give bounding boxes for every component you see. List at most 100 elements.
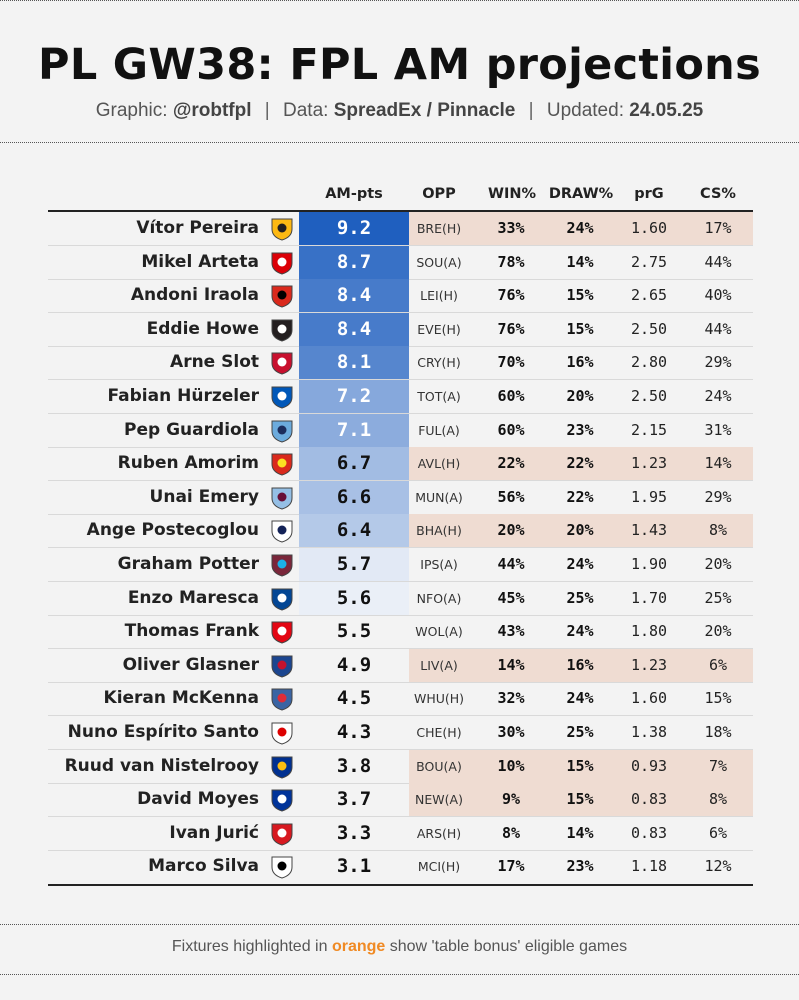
am-pts-fill xyxy=(299,245,409,279)
draw-pct: 23% xyxy=(566,420,594,439)
table-bonus-highlight xyxy=(409,749,753,783)
am-pts-value: 4.9 xyxy=(336,653,372,676)
opponent: LIV(A) xyxy=(420,657,458,673)
manager-name: Andoni Iraola xyxy=(130,285,259,306)
crystal-palace-badge-icon xyxy=(269,653,295,679)
prg-value: 1.95 xyxy=(630,487,668,506)
aston-villa-badge-icon xyxy=(269,485,295,511)
opponent: CRY(H) xyxy=(417,355,461,371)
col-header-opp: OPP xyxy=(422,186,456,202)
column-header-row: AM-pts OPP WIN% DRAW% prG CS% xyxy=(0,186,799,206)
updated-label: Updated: xyxy=(546,100,624,121)
draw-pct: 20% xyxy=(566,521,594,540)
table-row: Vítor Pereira 9.2 BRE(H) 33% 24% 1.60 17% xyxy=(48,212,753,246)
table-row: Unai Emery 6.6 MUN(A) 56% 22% 1.95 29% xyxy=(48,480,753,515)
cs-pct: 29% xyxy=(704,353,732,372)
draw-pct: 15% xyxy=(566,790,594,809)
prg-value: 1.43 xyxy=(630,521,668,540)
manager-name: Oliver Glasner xyxy=(122,654,259,675)
win-pct: 32% xyxy=(497,689,525,708)
am-pts-fill xyxy=(299,413,409,447)
table-row: Pep Guardiola 7.1 FUL(A) 60% 23% 2.15 31% xyxy=(48,413,753,448)
arsenal-badge-icon xyxy=(269,250,295,276)
win-pct: 17% xyxy=(497,857,525,876)
cs-pct: 8% xyxy=(708,790,728,809)
leicester-badge-icon xyxy=(269,754,295,780)
cs-pct: 24% xyxy=(704,387,732,405)
draw-pct: 24% xyxy=(566,622,594,641)
table-row: Ruud van Nistelrooy 3.8 BOU(A) 10% 15% 0.93 7% xyxy=(48,749,753,784)
ipswich-badge-icon xyxy=(269,686,295,712)
data-value: SpreadEx / Pinnacle xyxy=(333,100,516,121)
bottom-border xyxy=(0,974,799,975)
opponent: MCI(H) xyxy=(417,859,461,875)
wolves-badge-icon xyxy=(269,216,295,242)
am-pts-fill xyxy=(299,480,409,514)
cs-pct: 20% xyxy=(704,622,732,641)
page-title: PL GW38: FPL AM projections xyxy=(38,40,761,90)
cs-pct: 25% xyxy=(704,588,732,607)
subtitle: Graphic: @robtfpl | Data: SpreadEx / Pin… xyxy=(0,100,799,122)
win-pct: 10% xyxy=(497,756,525,775)
win-pct: 45% xyxy=(497,588,525,607)
prg-value: 1.70 xyxy=(630,588,668,607)
win-pct: 60% xyxy=(497,387,525,405)
win-pct: 14% xyxy=(497,655,525,674)
am-pts-fill xyxy=(299,447,409,481)
am-pts-fill xyxy=(299,514,409,548)
manager-name: Ange Postecoglou xyxy=(86,520,259,541)
footer-highlight: orange xyxy=(331,938,386,955)
am-pts-fill xyxy=(299,581,409,615)
manager-name: Enzo Maresca xyxy=(127,587,259,608)
manager-name: Unai Emery xyxy=(149,486,259,507)
graphic-value: @robtfpl xyxy=(172,100,252,121)
draw-pct: 16% xyxy=(566,655,594,674)
table-row: Fabian Hürzeler 7.2 TOT(A) 60% 20% 2.50 24% xyxy=(48,380,753,414)
table-bonus-highlight xyxy=(409,212,753,245)
cs-pct: 44% xyxy=(704,319,732,338)
opponent: LEI(H) xyxy=(420,288,458,304)
manager-name: Mikel Arteta xyxy=(141,251,259,272)
table-row: Ruben Amorim 6.7 AVL(H) 22% 22% 1.23 14% xyxy=(48,447,753,482)
footer-post: show 'table bonus' eligible games xyxy=(389,938,628,955)
manager-name: Pep Guardiola xyxy=(124,419,259,440)
opponent: NEW(A) xyxy=(415,792,463,808)
col-header-win: WIN% xyxy=(487,186,537,202)
win-pct: 30% xyxy=(497,723,525,741)
opponent: WHU(H) xyxy=(413,691,465,707)
newcastle-badge-icon xyxy=(269,317,295,343)
prg-value: 1.23 xyxy=(630,454,668,473)
table-bonus-highlight xyxy=(409,648,753,682)
draw-pct: 20% xyxy=(566,387,594,405)
opponent: NFO(A) xyxy=(416,590,462,606)
west-ham-badge-icon xyxy=(269,552,295,578)
table-row: Arne Slot 8.1 CRY(H) 70% 16% 2.80 29% xyxy=(48,346,753,381)
table-row: Thomas Frank 5.5 WOL(A) 43% 24% 1.80 20% xyxy=(48,615,753,650)
everton-badge-icon xyxy=(269,787,295,813)
am-pts-fill xyxy=(299,279,409,313)
brentford-badge-icon xyxy=(269,619,295,645)
nottingham-forest-badge-icon xyxy=(269,720,295,746)
footer-pre: Fixtures highlighted in xyxy=(171,938,328,955)
opponent: CHE(H) xyxy=(416,725,462,740)
top-border xyxy=(0,0,799,1)
am-pts-value: 7.1 xyxy=(336,418,372,441)
manager-name: Vítor Pereira xyxy=(136,218,259,238)
footer-divider xyxy=(0,924,799,925)
am-pts-value: 3.8 xyxy=(336,754,372,777)
cs-pct: 17% xyxy=(704,219,732,237)
table-row: Andoni Iraola 8.4 LEI(H) 76% 15% 2.65 40% xyxy=(48,279,753,314)
manager-name: Marco Silva xyxy=(148,856,259,877)
draw-pct: 15% xyxy=(566,319,594,338)
opponent: TOT(A) xyxy=(417,389,461,404)
table-row: Ange Postecoglou 6.4 BHA(H) 20% 20% 1.43 8% xyxy=(48,514,753,549)
manager-name: Thomas Frank xyxy=(124,621,259,642)
opponent: WOL(A) xyxy=(415,624,463,640)
table-row: Mikel Arteta 8.7 SOU(A) 78% 14% 2.75 44% xyxy=(48,245,753,280)
tottenham-badge-icon xyxy=(269,518,295,544)
prg-value: 1.23 xyxy=(630,655,668,674)
opponent: FUL(A) xyxy=(418,422,460,438)
win-pct: 33% xyxy=(497,219,525,237)
draw-pct: 25% xyxy=(566,723,594,741)
win-pct: 60% xyxy=(497,420,525,439)
